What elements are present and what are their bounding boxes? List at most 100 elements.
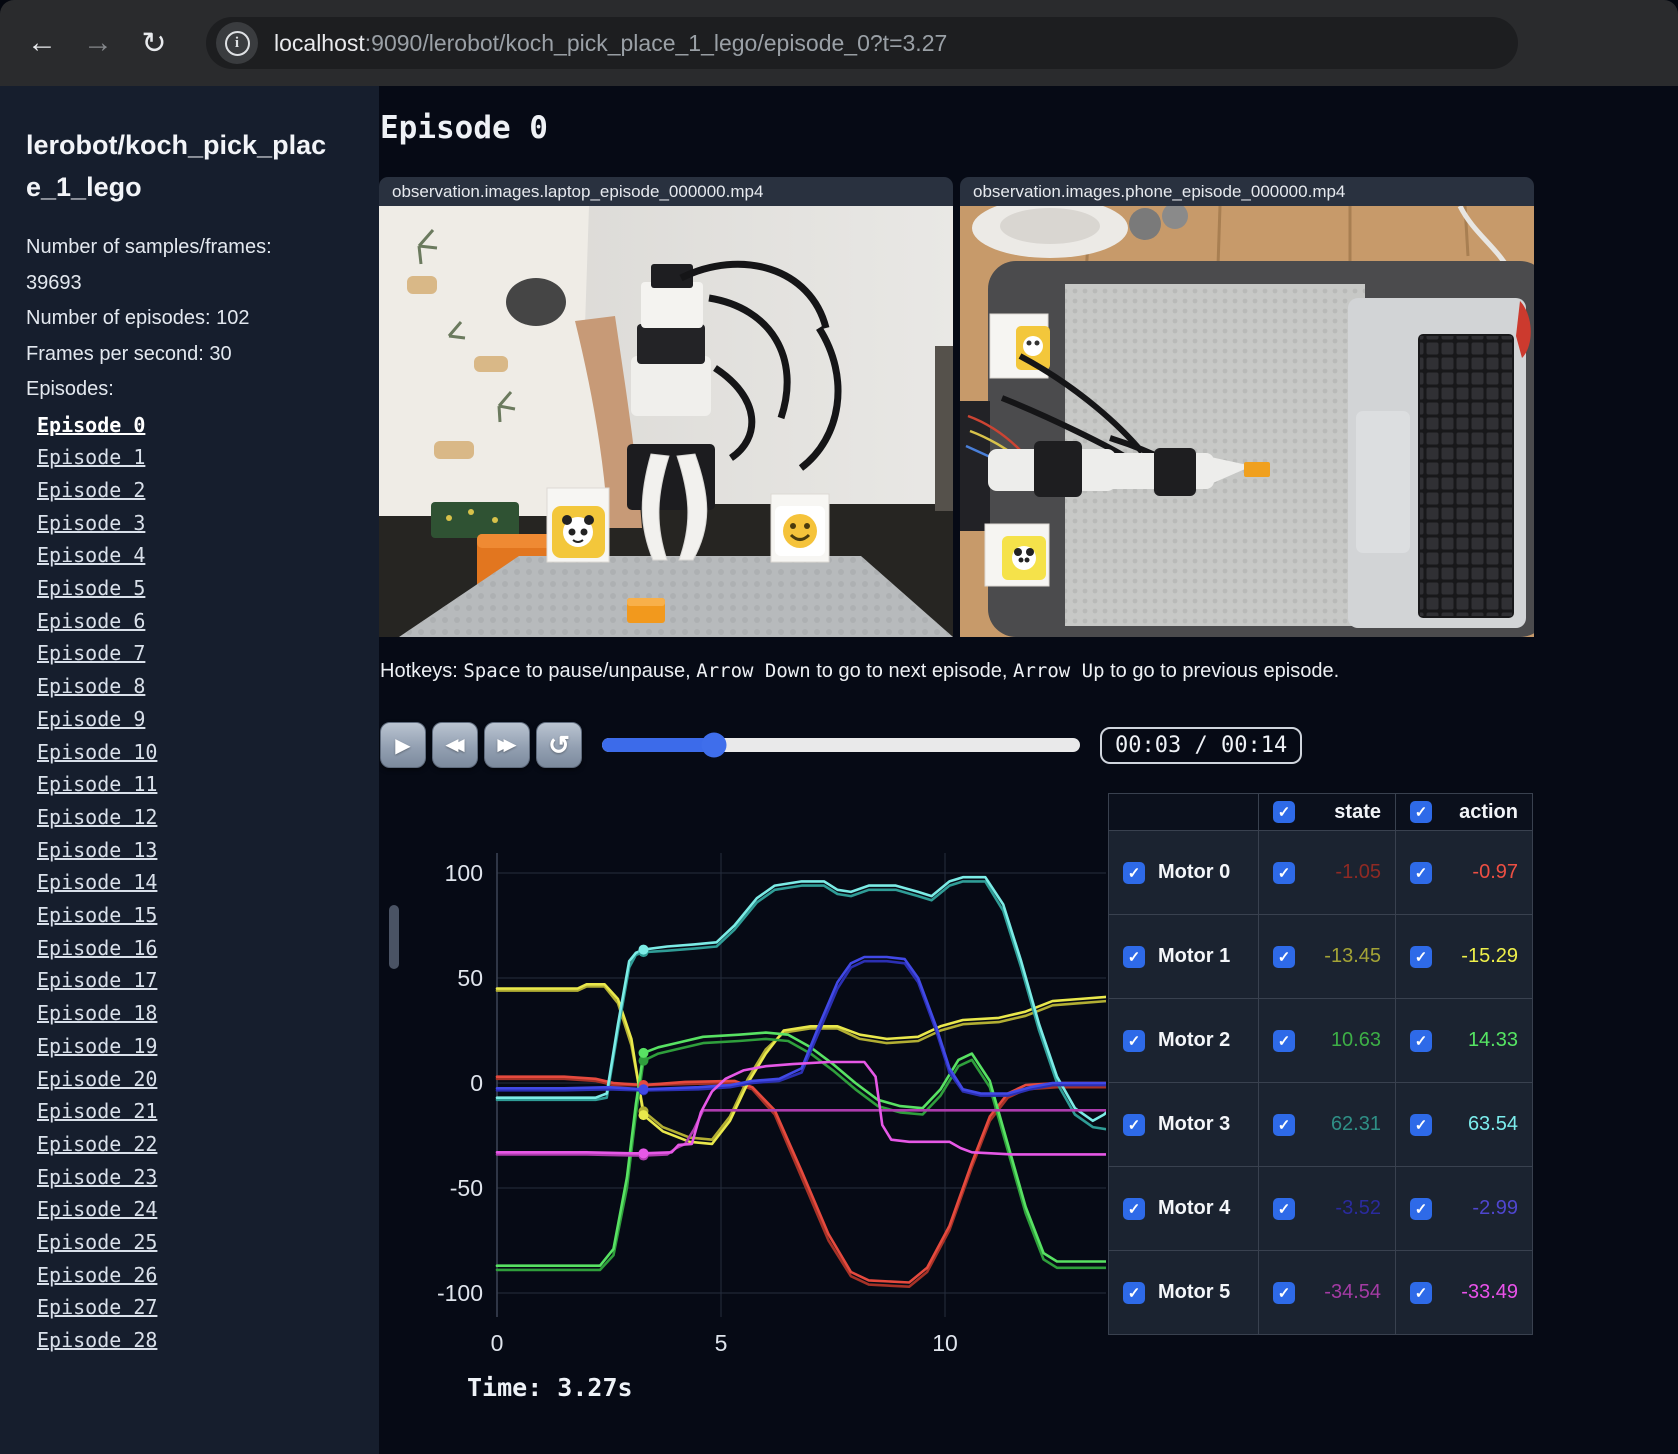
motor-label: Motor 5 [1158,1281,1231,1303]
checkbox-column-state[interactable]: ✓ [1273,801,1295,823]
video-panel-phone: observation.images.phone_episode_000000.… [960,177,1534,637]
checkbox-Motor 4-state[interactable]: ✓ [1273,1197,1295,1220]
sidebar-episode-link[interactable]: Episode 17 [37,968,158,993]
scrollbar-thumb[interactable] [389,905,399,969]
sidebar: lerobot/koch_pick_place_1_lego Number of… [0,86,379,1454]
video-laptop[interactable] [379,206,953,637]
checkbox-Motor 5-action[interactable]: ✓ [1410,1281,1432,1304]
video-phone[interactable] [960,206,1534,637]
checkbox-Motor 1-action[interactable]: ✓ [1410,945,1432,968]
video-caption-phone: observation.images.phone_episode_000000.… [960,177,1534,206]
motor-chart: 100 50 0 -50 -100 0 5 10 Time: 3.27s [379,845,1108,1445]
sidebar-episode-link[interactable]: Episode 5 [37,576,146,601]
motor-row: ✓ Motor 1 ✓ -13.45 ✓ -15.29 [1108,914,1533,999]
motor-label: Motor 1 [1158,945,1231,967]
hotkeys-help-text: Hotkeys: Space to pause/unpause, Arrow D… [380,660,1339,683]
sidebar-episode-link[interactable]: Episode 3 [37,510,146,535]
sidebar-episode-link[interactable]: Episode 25 [37,1230,158,1255]
motor-action-value: 14.33 [1467,1029,1518,1051]
hotkey-text: to go to next episode, [810,660,1014,682]
motor-state-value: -3.52 [1335,1197,1381,1219]
checkbox-Motor 2-action[interactable]: ✓ [1410,1029,1432,1052]
checkbox-Motor 4[interactable]: ✓ [1123,1197,1145,1220]
checkbox-Motor 4-action[interactable]: ✓ [1410,1197,1432,1220]
motor-row: ✓ Motor 4 ✓ -3.52 ✓ -2.99 [1108,1166,1533,1251]
checkbox-Motor 0-state[interactable]: ✓ [1273,861,1295,884]
checkbox-Motor 3-action[interactable]: ✓ [1410,1113,1432,1136]
episode-list: Episode 0 Episode 1 Episode 2 Episode 3 Epis… [26,409,379,1357]
sidebar-episode-link[interactable]: Episode 13 [37,837,158,862]
sidebar-episode-link[interactable]: Episode 15 [37,903,158,928]
address-bar[interactable]: i localhost:9090/lerobot/koch_pick_place… [206,17,1518,69]
rewind-button[interactable]: ◀◀ [432,722,478,768]
fast-forward-button[interactable]: ▶▶ [484,722,530,768]
svg-text:10: 10 [932,1330,958,1356]
checkbox-Motor 5[interactable]: ✓ [1123,1281,1145,1304]
sidebar-episode-link[interactable]: Episode 22 [37,1131,158,1156]
sidebar-episode-link[interactable]: Episode 11 [37,772,158,797]
svg-text:0: 0 [470,1070,483,1096]
seek-slider[interactable] [602,732,1080,758]
motor-action-value: -15.29 [1461,945,1518,967]
sidebar-episode-link[interactable]: Episode 7 [37,641,146,666]
site-info-button[interactable]: i [216,22,258,64]
motor-state-value: -1.05 [1335,861,1381,883]
playback-controls: ▶ ◀◀ ▶▶ ↺ 00:03 / 00:14 [380,722,1678,768]
motor-label: Motor 4 [1158,1197,1231,1219]
sidebar-episode-link[interactable]: Episode 14 [37,870,158,895]
motor-action-value: -2.99 [1472,1197,1518,1219]
checkbox-Motor 5-state[interactable]: ✓ [1273,1281,1295,1304]
motor-state-value: -34.54 [1324,1281,1381,1303]
main-content: Episode 0 observation.images.laptop_epis… [379,86,1678,1454]
checkbox-Motor 3-state[interactable]: ✓ [1273,1113,1295,1136]
seek-slider-thumb[interactable] [701,732,727,758]
sidebar-episode-link[interactable]: Episode 10 [37,739,158,764]
video-panel-laptop: observation.images.laptop_episode_000000… [379,177,953,637]
motor-chart-svg: 100 50 0 -50 -100 0 5 10 [437,853,1108,1356]
checkbox-Motor 2[interactable]: ✓ [1123,1029,1145,1052]
checkbox-Motor 2-state[interactable]: ✓ [1273,1029,1295,1052]
hotkey-key: Arrow Up [1013,660,1105,682]
hotkey-key: Arrow Down [696,660,811,682]
column-header-state: state [1334,800,1381,823]
checkbox-Motor 0-action[interactable]: ✓ [1410,861,1432,884]
sidebar-episode-link[interactable]: Episode 18 [37,1001,158,1026]
hotkey-key: Space [463,660,521,682]
sidebar-episode-link[interactable]: Episode 28 [37,1328,158,1353]
browser-reload-icon[interactable]: ↻ [141,26,167,60]
motor-label: Motor 3 [1158,1113,1231,1135]
browser-toolbar: ← → ↻ i localhost:9090/lerobot/koch_pick… [0,0,1678,86]
motor-state-value: 10.63 [1330,1029,1381,1051]
sidebar-episode-link[interactable]: Episode 27 [37,1295,158,1320]
sidebar-episode-link[interactable]: Episode 23 [37,1164,158,1189]
play-button[interactable]: ▶ [380,722,426,768]
hotkey-text: Hotkeys: [380,660,464,682]
checkbox-Motor 0[interactable]: ✓ [1123,861,1145,884]
sidebar-episode-link[interactable]: Episode 8 [37,674,146,699]
sidebar-episode-link[interactable]: Episode 6 [37,608,146,633]
sidebar-episode-link[interactable]: Episode 12 [37,804,158,829]
browser-forward-icon[interactable]: → [83,26,113,59]
sidebar-episode-link[interactable]: Episode 20 [37,1066,158,1091]
dataset-info-fps: Frames per second: 30 [26,342,232,365]
sidebar-episode-link[interactable]: Episode 9 [37,706,146,731]
sidebar-episode-link[interactable]: Episode 0 [37,412,146,437]
sidebar-episode-link[interactable]: Episode 24 [37,1197,158,1222]
browser-back-icon[interactable]: ← [27,26,57,59]
sidebar-episode-link[interactable]: Episode 19 [37,1033,158,1058]
checkbox-Motor 3[interactable]: ✓ [1123,1113,1145,1136]
sidebar-episode-link[interactable]: Episode 2 [37,477,146,502]
checkbox-column-action[interactable]: ✓ [1410,801,1432,823]
motor-row: ✓ Motor 3 ✓ 62.31 ✓ 63.54 [1108,1082,1533,1167]
url-text: localhost:9090/lerobot/koch_pick_place_1… [274,30,947,57]
sidebar-episode-link[interactable]: Episode 4 [37,543,146,568]
sidebar-episode-link[interactable]: Episode 1 [37,445,146,470]
motor-action-value: -33.49 [1461,1281,1518,1303]
loop-button[interactable]: ↺ [536,722,582,768]
svg-text:100: 100 [445,860,483,886]
checkbox-Motor 1-state[interactable]: ✓ [1273,945,1295,968]
checkbox-Motor 1[interactable]: ✓ [1123,945,1145,968]
sidebar-episode-link[interactable]: Episode 21 [37,1099,158,1124]
sidebar-episode-link[interactable]: Episode 16 [37,935,158,960]
sidebar-episode-link[interactable]: Episode 26 [37,1262,158,1287]
